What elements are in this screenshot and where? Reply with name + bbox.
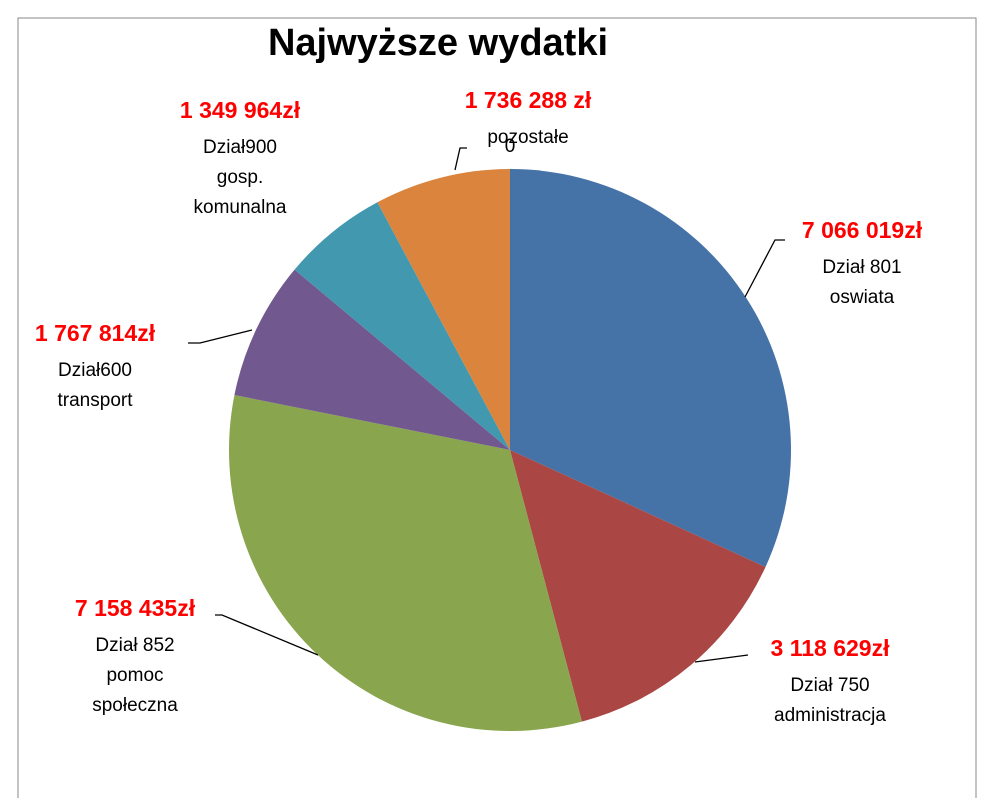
data-label: 1 767 814zł (34, 320, 156, 346)
data-label: 1 736 288 zł (464, 87, 592, 113)
pie-slice (234, 269, 510, 450)
category-label: Dział600 transport (57, 360, 133, 411)
data-label: 3 118 629zł (770, 635, 890, 661)
leader-line (215, 614, 319, 656)
pie-slice (228, 395, 582, 731)
pie-slice (510, 450, 766, 722)
frame (17, 17, 977, 798)
leader-line (454, 147, 467, 171)
annotation: 0 (504, 136, 516, 157)
pie-slice (510, 169, 791, 567)
category-label: Dział 750 administracja (774, 675, 886, 726)
leader-line (694, 654, 749, 663)
pie-slice (377, 169, 510, 450)
leader-line (188, 329, 253, 344)
category-label: Dział 852 pomoc społeczna (92, 635, 178, 716)
category-label: Dział900 gosp. komunalna (193, 137, 287, 218)
data-label: 7 158 435zł (74, 595, 196, 621)
category-label: pozostałe (487, 127, 569, 148)
chart-title: Najwyższe wydatki (267, 22, 609, 64)
leader-line (744, 239, 785, 298)
category-label: Dział 801 oswiata (822, 257, 902, 308)
data-label: 1 349 964zł (179, 97, 301, 123)
pie-slice (294, 202, 510, 450)
data-label: 7 066 019zł (801, 217, 923, 243)
